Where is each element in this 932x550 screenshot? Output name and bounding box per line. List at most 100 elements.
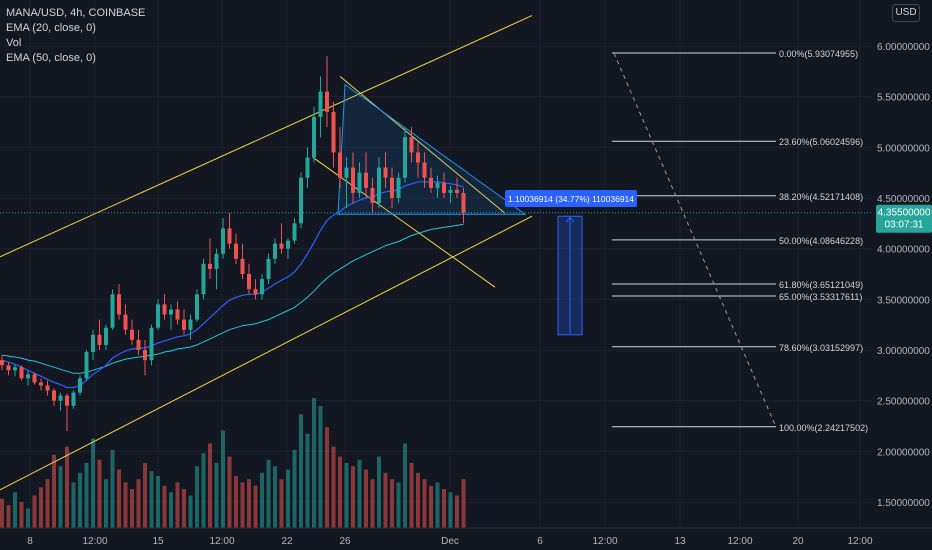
candle-body <box>6 365 11 371</box>
price-axis-bg <box>872 0 932 528</box>
candle-body <box>234 243 238 259</box>
candle-body <box>312 116 316 158</box>
candle-body <box>429 177 433 188</box>
time-tick-label: 12:00 <box>209 536 234 547</box>
volume-bar <box>32 495 37 528</box>
channel-upper-line[interactable] <box>0 15 533 258</box>
time-tick-label: 12:00 <box>847 536 872 547</box>
wedge-support-line[interactable] <box>312 157 496 288</box>
candle-body <box>266 258 271 280</box>
candle-body <box>364 172 368 188</box>
volume-bar <box>390 479 394 528</box>
fib-level-label: 50.00%(4.08646228) <box>779 236 863 246</box>
volume-bar <box>123 482 128 528</box>
volume-bar <box>364 469 368 528</box>
price-tick-label: 5.50000000 <box>877 93 930 104</box>
volume-bar <box>169 492 173 528</box>
price-tick-label: 3.50000000 <box>877 295 930 306</box>
symbol-title[interactable]: MANA/USD, 4h, COINBASE <box>6 7 146 19</box>
currency-button[interactable]: USD <box>892 4 920 22</box>
time-axis[interactable]: 8 12:00 15 12:00 22 26 Dec 6 12:00 13 12:00 20 12:00 <box>0 527 932 550</box>
price-tick-label: 4.00000000 <box>877 245 930 256</box>
candle-body <box>169 309 173 315</box>
ema50-legend[interactable]: EMA (50, close, 0) <box>6 52 96 64</box>
volume-bar <box>383 472 388 528</box>
volume-bar <box>435 482 440 528</box>
channel-lower-line[interactable] <box>0 215 533 491</box>
fib-level-label: 100.00%(2.24217502) <box>779 423 868 433</box>
candle-body <box>104 327 108 345</box>
volume-bar <box>279 479 284 528</box>
volume-bar <box>377 456 381 528</box>
candle-body <box>325 91 329 112</box>
channel-lines[interactable] <box>0 15 533 491</box>
candle-body <box>188 319 193 330</box>
price-tick-label: 2.50000000 <box>877 397 930 408</box>
volume-bar <box>286 469 290 528</box>
candle-body <box>39 382 43 386</box>
volume-bar <box>84 463 89 528</box>
price-range-measure[interactable]: 1.10036914 (34.77%) 110036914 <box>505 190 637 336</box>
candle-body <box>422 162 427 178</box>
current-price-value: 4.35500000 <box>878 208 931 219</box>
fibonacci-retracement[interactable]: 0.00%(5.93074955) 23.60%(5.06024596) 38.20… <box>612 49 868 433</box>
candle-body <box>208 263 212 269</box>
vol-legend[interactable]: Vol <box>6 37 22 49</box>
candle-body <box>97 334 102 345</box>
time-tick-label: 8 <box>27 536 33 547</box>
candle-body <box>377 167 381 204</box>
triangle-shape[interactable] <box>337 83 527 215</box>
price-tick-label: 6.00000000 <box>877 42 930 53</box>
ema20-legend[interactable]: EMA (20, close, 0) <box>6 22 96 34</box>
candle-body <box>136 339 141 350</box>
volume-bar <box>19 502 24 528</box>
candle-body <box>286 240 290 249</box>
fib-trend-line[interactable] <box>613 52 777 428</box>
volume-bar <box>247 479 251 528</box>
price-axis[interactable]: 6.00000000 5.50000000 5.00000000 4.50000000… <box>872 0 932 528</box>
fib-level-label: 65.00%(3.53317611) <box>779 292 862 302</box>
time-tick-label: 12:00 <box>82 536 107 547</box>
candle-body <box>52 390 56 401</box>
fib-level-label: 0.00%(5.93074955) <box>779 49 858 59</box>
candle-body <box>357 172 362 193</box>
volume-bar <box>234 476 238 528</box>
volume-bar <box>156 476 160 528</box>
volume-bar <box>175 482 180 528</box>
volume-bar <box>188 495 193 528</box>
volume-bar <box>39 487 43 528</box>
price-tick-label: 5.00000000 <box>877 143 930 154</box>
price-tick-label: 4.50000000 <box>877 194 930 205</box>
price-tick-label: 2.00000000 <box>877 447 930 458</box>
candle-body <box>455 189 459 193</box>
volume-bar <box>448 492 453 528</box>
candle-body <box>26 374 30 379</box>
volume-bar <box>370 479 375 528</box>
triangle-pattern[interactable] <box>337 83 527 215</box>
candle-body <box>383 167 388 178</box>
wedge-resistance-line[interactable] <box>339 76 506 214</box>
volume-bar <box>201 453 206 528</box>
volume-bar <box>78 472 82 528</box>
candle-body <box>318 91 323 117</box>
candle-body <box>65 395 69 406</box>
volume-bar <box>136 479 141 528</box>
candle-body <box>19 367 24 379</box>
candle-body <box>253 289 258 295</box>
volume-bar <box>162 485 167 528</box>
candle-body <box>273 243 277 259</box>
time-tick-label: 22 <box>281 536 293 547</box>
price-tick-label: 3.00000000 <box>877 346 930 357</box>
time-tick-label: 6 <box>537 536 543 547</box>
candle-body <box>338 152 342 178</box>
volume-bar <box>117 469 121 528</box>
current-price-tag: 4.35500000 03:07:31 <box>876 204 932 233</box>
candle-body <box>299 177 303 224</box>
volume-bar <box>110 450 115 528</box>
candle-body <box>305 157 310 178</box>
time-tick-label: Dec <box>441 536 459 547</box>
volume-bar <box>143 463 147 528</box>
time-tick-label: 12:00 <box>592 536 617 547</box>
candle-body <box>0 360 4 366</box>
